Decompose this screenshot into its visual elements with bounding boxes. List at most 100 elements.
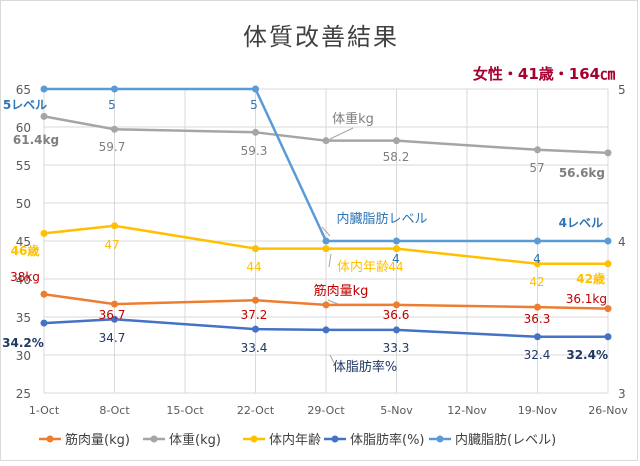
- data-label: 42: [529, 275, 544, 289]
- y-left-tick-label: 45: [16, 235, 31, 249]
- y-left-tick-label: 40: [16, 273, 31, 287]
- data-label: 61.4kg: [13, 133, 59, 147]
- data-label: 5: [250, 98, 258, 112]
- data-point-2: [393, 245, 400, 253]
- data-label: 4: [392, 252, 400, 266]
- data-label: 34.7: [99, 331, 126, 345]
- data-label: 56.6kg: [559, 166, 605, 180]
- legend-swatch-marker: [436, 435, 444, 443]
- data-point-3: [252, 325, 259, 333]
- data-point-0: [322, 301, 330, 309]
- data-point-2: [111, 222, 118, 230]
- data-point-0: [252, 296, 259, 304]
- data-label: 46歳: [11, 243, 40, 258]
- series-annotation: 筋肉量kg: [314, 283, 369, 299]
- data-label: 4レベル: [559, 216, 603, 230]
- x-tick-label: 15-Oct: [166, 404, 204, 417]
- x-tick-label: 29-Oct: [307, 404, 345, 417]
- data-point-3: [322, 326, 330, 334]
- data-point-0: [111, 300, 118, 308]
- legend-label: 体脂肪率(%): [350, 432, 425, 448]
- x-tick-label: 22-Oct: [237, 404, 275, 417]
- data-label: 57: [529, 161, 544, 175]
- data-point-0: [604, 305, 612, 313]
- data-point-1: [40, 112, 48, 120]
- series-annotation: 体内年齢: [337, 259, 389, 275]
- annotation-leader: [327, 299, 339, 305]
- data-label: 36.7: [99, 308, 126, 322]
- data-point-1: [252, 128, 259, 136]
- data-point-3: [111, 315, 118, 323]
- y-left-tick-label: 60: [16, 121, 31, 135]
- y-left-tick-label: 25: [16, 387, 31, 401]
- annotation-leader: [329, 127, 354, 140]
- data-label: 33.4: [241, 341, 268, 355]
- y-left-tick-label: 35: [16, 311, 31, 325]
- data-point-3: [534, 333, 541, 341]
- data-point-1: [322, 137, 330, 145]
- legend-label: 筋肉量(kg): [65, 432, 130, 448]
- x-tick-label: 5-Nov: [380, 404, 413, 417]
- data-point-2: [40, 229, 48, 237]
- chart-title: 体質改善結果: [243, 23, 399, 51]
- data-point-4: [604, 237, 612, 245]
- annotation-leader: [328, 253, 332, 268]
- data-point-4: [40, 85, 48, 93]
- data-label: 42歳: [576, 271, 605, 286]
- data-point-0: [534, 303, 541, 311]
- data-label: 37.2: [241, 308, 268, 322]
- legend-swatch-marker: [331, 435, 339, 443]
- y-left-tick-label: 30: [16, 349, 31, 363]
- data-label: 32.4%: [566, 348, 608, 362]
- y-left-tick-label: 65: [16, 83, 31, 97]
- legend-swatch-marker: [250, 435, 258, 443]
- data-point-4: [322, 237, 330, 245]
- data-point-4: [393, 237, 400, 245]
- y-right-tick-label: 5: [618, 83, 626, 97]
- y-right-tick-label: 3: [618, 387, 626, 401]
- data-point-0: [393, 301, 400, 309]
- y-left-tick-label: 50: [16, 197, 31, 211]
- series-annotation: 体重kg: [332, 111, 374, 127]
- annotation-leader: [321, 226, 331, 237]
- chart-subtitle: 女性・41歳・164㎝: [473, 65, 615, 83]
- x-tick-label: 12-Nov: [447, 404, 487, 417]
- y-right-tick-label: 4: [618, 235, 626, 249]
- data-point-1: [393, 137, 400, 145]
- data-point-3: [393, 326, 400, 334]
- data-point-4: [534, 237, 541, 245]
- data-label: 5レベル: [3, 98, 47, 112]
- data-point-4: [252, 85, 259, 93]
- legend-label: 体重(kg): [169, 432, 221, 448]
- data-point-3: [604, 333, 612, 341]
- legend-label: 内臓脂肪(レベル): [455, 432, 556, 448]
- data-point-1: [111, 125, 118, 133]
- data-label: 59.3: [241, 144, 268, 158]
- data-label: 36.6: [383, 308, 410, 322]
- data-label: 33.3: [383, 341, 410, 355]
- series-annotation: 体脂肪率%: [333, 359, 397, 375]
- data-point-2: [604, 260, 612, 268]
- annotation-leader: [329, 354, 335, 364]
- data-label: 47: [104, 238, 119, 252]
- data-point-2: [252, 245, 259, 253]
- data-point-2: [322, 245, 330, 253]
- data-label: 4: [533, 252, 541, 266]
- data-label: 59.7: [99, 140, 126, 154]
- data-label: 36.3: [524, 312, 551, 326]
- x-tick-label: 26-Nov: [588, 404, 628, 417]
- data-point-2: [534, 260, 541, 268]
- data-point-4: [111, 85, 118, 93]
- data-label: 58.2: [383, 150, 410, 164]
- data-point-0: [40, 290, 48, 298]
- legend-label: 体内年齢: [269, 432, 321, 448]
- x-tick-label: 19-Nov: [518, 404, 558, 417]
- data-point-3: [40, 319, 48, 327]
- data-label: 32.4: [524, 348, 551, 362]
- data-label: 5: [108, 98, 116, 112]
- data-label: 44: [388, 260, 403, 274]
- series-annotation: 内臓脂肪レベル: [336, 211, 427, 227]
- data-point-1: [604, 149, 612, 157]
- x-tick-label: 8-Oct: [99, 404, 130, 417]
